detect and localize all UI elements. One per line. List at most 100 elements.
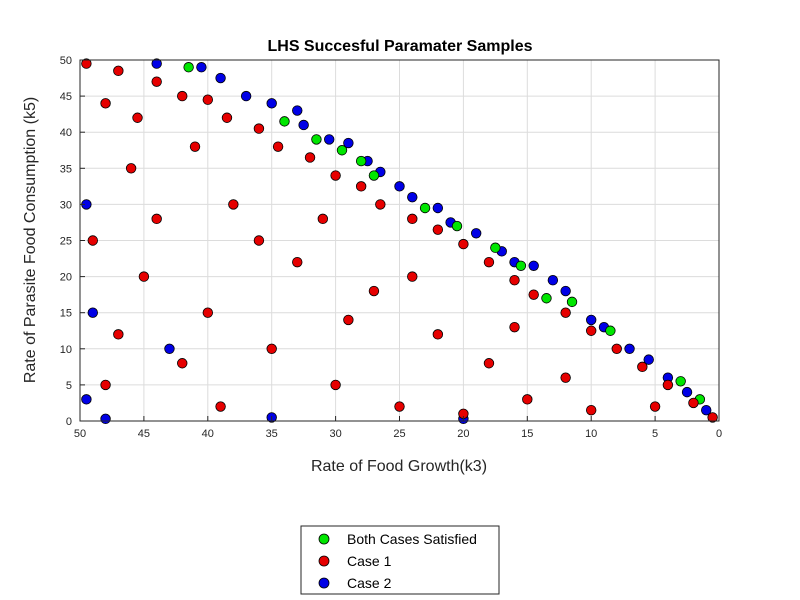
- scatter-point: [637, 361, 648, 373]
- y-tick-label: 45: [60, 91, 72, 103]
- scatter-point: [151, 76, 162, 87]
- scatter-point: [528, 289, 539, 300]
- scatter-point: [343, 137, 354, 149]
- scatter-point: [560, 372, 571, 383]
- scatter-point: [177, 358, 188, 369]
- y-tick-label: 50: [60, 55, 72, 67]
- scatter-point: [624, 343, 635, 355]
- scatter-point: [375, 199, 386, 210]
- scatter-point: [292, 105, 303, 116]
- scatter-point: [311, 134, 322, 145]
- scatter-point: [458, 238, 469, 250]
- y-tick-label: 30: [60, 199, 72, 211]
- scatter-point: [272, 141, 284, 152]
- y-axis-title: Rate of Parasite Food Consumption (k5): [22, 97, 39, 383]
- y-tick-label: 35: [60, 163, 72, 175]
- x-tick-label: 0: [716, 428, 722, 440]
- x-tick-label: 45: [138, 428, 150, 440]
- scatter-point: [81, 394, 92, 405]
- scatter-point: [132, 112, 143, 123]
- scatter-point: [688, 397, 699, 409]
- scatter-point: [221, 112, 233, 123]
- scatter-point: [330, 170, 341, 181]
- scatter-point: [509, 321, 520, 333]
- scatter-point: [701, 404, 712, 416]
- legend-label: Case 2: [347, 575, 392, 591]
- y-tick-label: 5: [66, 380, 72, 392]
- scatter-point: [560, 285, 571, 297]
- x-tick-label: 10: [585, 428, 597, 440]
- y-tick-label: 40: [60, 127, 72, 139]
- scatter-point: [560, 307, 571, 318]
- scatter-point: [240, 90, 252, 102]
- scatter-point: [355, 155, 367, 167]
- scatter-point: [113, 65, 124, 77]
- scatter-point: [407, 191, 418, 203]
- scatter-point: [707, 412, 718, 423]
- scatter-point: [611, 343, 622, 355]
- legend-box: [300, 525, 500, 595]
- scatter-point: [432, 202, 444, 214]
- scatter-point: [215, 401, 226, 412]
- y-tick-label: 15: [60, 308, 72, 320]
- legend-marker: [318, 577, 330, 589]
- scatter-point: [605, 325, 616, 336]
- x-tick-label: 30: [329, 428, 341, 440]
- scatter-point: [509, 275, 520, 286]
- scatter-point: [681, 386, 693, 398]
- scatter-point: [125, 163, 137, 174]
- scatter-point: [407, 271, 418, 282]
- scatter-point: [419, 202, 431, 214]
- scatter-point: [228, 199, 239, 210]
- legend-marker: [318, 533, 330, 545]
- scatter-point: [649, 401, 661, 412]
- scatter-point: [317, 213, 329, 225]
- scatter-point: [266, 343, 277, 355]
- series-both-cases-satisfied: [183, 62, 706, 405]
- scatter-point: [87, 307, 98, 318]
- scatter-point: [113, 329, 124, 340]
- scatter-point: [100, 379, 111, 391]
- scatter-point: [138, 271, 150, 282]
- y-axis: 0 5 10 15 20 25 30 35 40 45 50: [60, 55, 85, 428]
- scatter-point: [432, 329, 444, 340]
- scatter-point: [177, 90, 188, 102]
- scatter-point: [515, 260, 527, 271]
- scatter-point: [566, 296, 578, 308]
- legend-item: Both Cases Satisfied: [318, 531, 477, 547]
- x-axis: 50 45 40 35 30 25 20 15 10 5 0: [74, 416, 722, 440]
- scatter-point: [196, 62, 207, 73]
- x-axis-title: Rate of Food Growth(k3): [311, 458, 487, 475]
- legend-marker: [318, 555, 330, 567]
- x-tick-label: 5: [652, 428, 658, 440]
- scatter-point: [100, 98, 111, 109]
- scatter-point: [336, 145, 348, 156]
- x-tick-label: 35: [266, 428, 278, 440]
- chart-title: LHS Succesful Paramater Samples: [267, 38, 532, 55]
- scatter-point: [483, 256, 495, 268]
- scatter-point: [81, 58, 92, 69]
- scatter-point: [432, 224, 444, 235]
- scatter-point: [151, 58, 162, 69]
- legend-item: Case 2: [318, 575, 392, 591]
- scatter-point: [675, 376, 686, 387]
- scatter-point: [253, 235, 265, 246]
- scatter-point: [100, 413, 111, 425]
- x-tick-label: 20: [457, 428, 469, 440]
- scatter-point: [164, 343, 175, 355]
- scatter-point: [151, 213, 162, 225]
- x-tick-label: 15: [521, 428, 533, 440]
- scatter-point: [202, 307, 214, 318]
- scatter-point: [189, 141, 201, 152]
- legend-label: Both Cases Satisfied: [347, 531, 477, 547]
- legend: Both Cases Satisfied Case 1 Case 2: [300, 525, 500, 595]
- scatter-point: [368, 285, 380, 297]
- scatter-point: [586, 404, 597, 416]
- scatter-point: [586, 325, 597, 336]
- scatter-point: [643, 354, 654, 365]
- scatter-point: [183, 62, 194, 73]
- scatter-point: [547, 275, 559, 286]
- scatter-point: [541, 293, 552, 304]
- scatter-point: [407, 213, 418, 225]
